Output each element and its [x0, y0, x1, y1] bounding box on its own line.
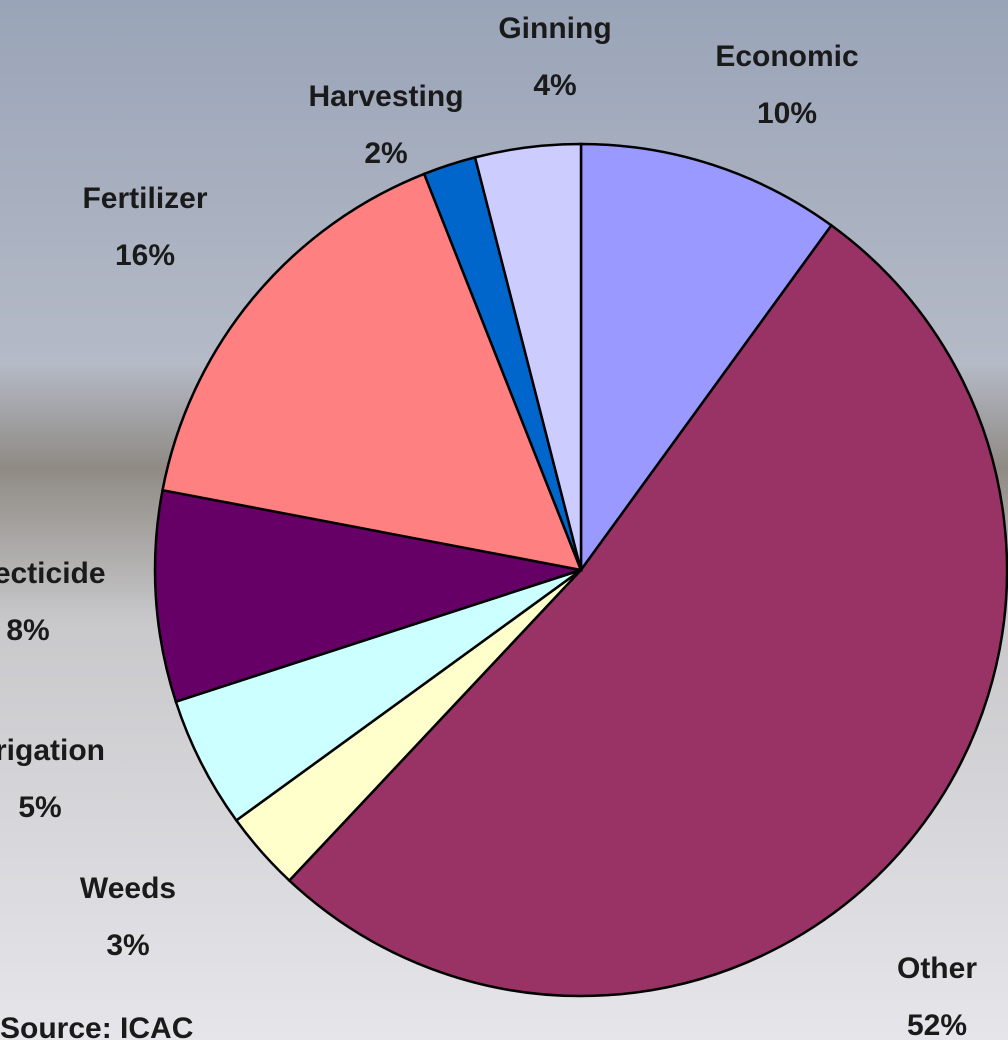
slice-value-label: 5% — [18, 791, 61, 824]
slice-value-label: 16% — [115, 239, 175, 272]
slice-label: Ginning — [498, 12, 611, 45]
pie-slice — [153, 488, 582, 704]
slice-value-label: 52% — [907, 1009, 967, 1040]
pie-slice — [287, 223, 1008, 998]
pie-slice — [161, 172, 583, 572]
slice-label: Irrigation — [0, 734, 105, 767]
slice-value-label: 4% — [533, 69, 576, 102]
slice-value-label: 8% — [6, 614, 49, 647]
slice-label: Harvesting — [308, 80, 463, 113]
slice-value-label: 2% — [364, 137, 407, 170]
slice-label: Weeds — [80, 872, 176, 905]
slice-value-label: 3% — [106, 929, 149, 962]
source-note: Source: ICAC — [0, 1012, 193, 1040]
slice-label: Economic — [715, 40, 858, 73]
slice-label: Insecticide — [0, 557, 106, 590]
pie-slice — [473, 142, 583, 571]
slice-label: Fertilizer — [82, 182, 207, 215]
slice-value-label: 10% — [757, 97, 817, 130]
pie-slice — [579, 142, 834, 574]
slice-label: Other — [897, 952, 977, 985]
